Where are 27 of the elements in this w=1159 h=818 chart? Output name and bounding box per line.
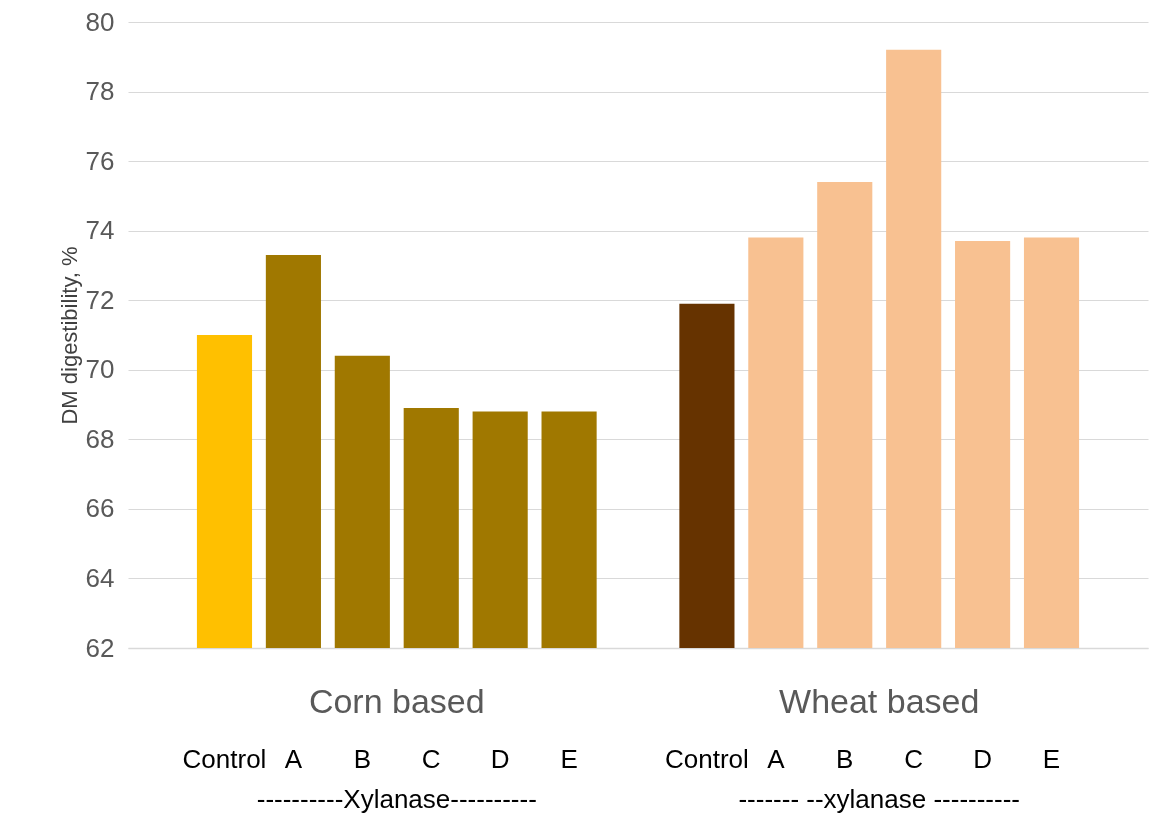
text: Wheat based <box>779 682 980 720</box>
y-tick-label: 68 <box>85 423 115 454</box>
x-tick-label: D <box>490 743 510 774</box>
x-tick-label: B <box>836 743 854 774</box>
y-tick-label: 66 <box>85 493 115 524</box>
y-tick-label: 64 <box>85 562 115 593</box>
x-tick-label: Control <box>182 743 267 774</box>
y-tick-label: 72 <box>85 284 115 315</box>
x-tick-label: Control <box>665 743 749 774</box>
x-tick-label: E <box>560 743 578 774</box>
x-tick-label: A <box>767 743 786 774</box>
y-tick-label: 74 <box>85 215 115 246</box>
y-tick-label: 62 <box>85 632 115 663</box>
text: ----------Xylanase---------- <box>256 784 537 814</box>
y-tick-label: 78 <box>85 76 115 107</box>
y-axis-title: DM digestibility, % <box>56 246 82 425</box>
text: ------- --xylanase ---------- <box>738 784 1021 814</box>
x-tick-label: A <box>284 743 303 774</box>
x-tick-label: E <box>1042 743 1061 774</box>
x-tick-label: C <box>904 743 924 774</box>
y-tick-label: 70 <box>85 354 115 385</box>
x-tick-label: B <box>353 743 371 774</box>
text: Corn based <box>308 682 485 720</box>
x-tick-label: D <box>973 743 992 774</box>
y-tick-label: 80 <box>85 6 115 37</box>
x-tick-label: C <box>421 743 441 774</box>
y-tick-label: 76 <box>85 145 115 176</box>
